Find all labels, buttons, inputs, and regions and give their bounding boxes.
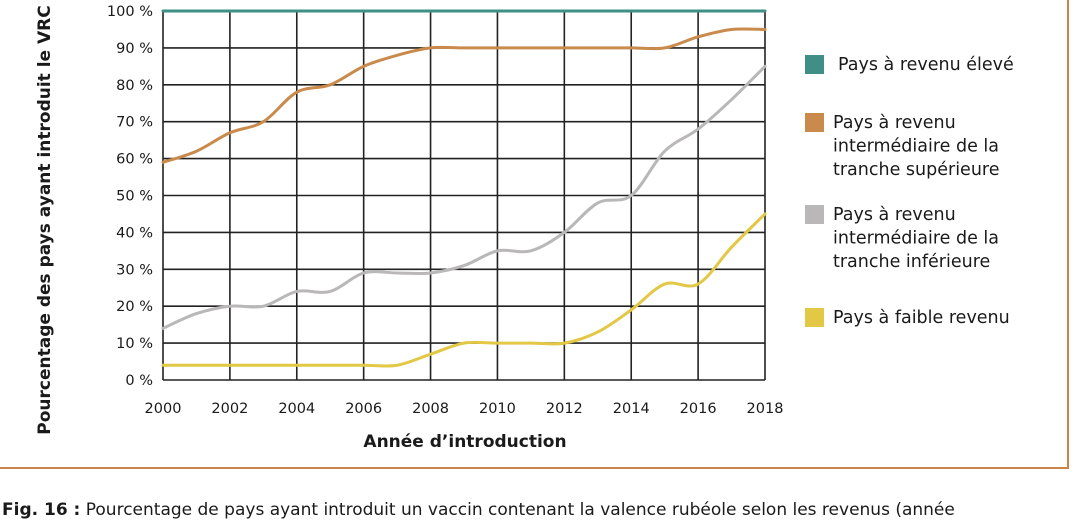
y-tick-label: 100 %: [107, 4, 153, 20]
x-tick-label: 2016: [680, 401, 717, 417]
y-tick-label: 70 %: [116, 115, 153, 131]
y-tick-label: 50 %: [116, 189, 153, 205]
series-line-low-income: [161, 212, 767, 368]
y-tick-label: 20 %: [116, 299, 153, 315]
x-tick-label: 2002: [211, 401, 248, 417]
x-axis-title: Année d’introduction: [363, 432, 566, 452]
legend-label: Pays à revenu: [833, 113, 956, 133]
legend-swatch: [805, 113, 824, 132]
legend-item-upper-middle-income: Pays à revenu intermédiaire de la tranche …: [805, 113, 1000, 180]
series-line-lower-middle-income: [161, 64, 767, 330]
x-tick-label: 2010: [479, 401, 516, 417]
y-tick-label: 90 %: [116, 41, 153, 57]
legend-swatch: [805, 308, 824, 327]
legend-item-lower-middle-income: Pays à revenu intermédiaire de la tranche …: [805, 205, 999, 272]
legend-label: Pays à revenu élevé: [838, 55, 1014, 75]
x-tick-label: 2008: [412, 401, 449, 417]
legend-label: Pays à faible revenu: [833, 308, 1010, 328]
y-tick-label: 30 %: [116, 262, 153, 278]
y-axis-title: Pourcentage des pays ayant introduit le …: [35, 5, 55, 434]
legend-swatch: [805, 205, 824, 224]
x-tick-label: 2012: [546, 401, 583, 417]
x-tick-label: 2004: [278, 401, 315, 417]
x-tick-label: 2006: [345, 401, 382, 417]
legend-label: Pays à revenu: [833, 205, 956, 225]
legend-label: tranche supérieure: [833, 160, 1000, 180]
legend-label: intermédiaire de la: [833, 137, 999, 157]
legend-item-high-income: Pays à revenu élevé: [805, 55, 1014, 75]
figure-frame: [0, 0, 1069, 469]
y-tick-label: 60 %: [116, 152, 153, 168]
y-tick-label: 0 %: [125, 373, 153, 389]
y-tick-label: 40 %: [116, 225, 153, 241]
y-axis-ticks: 0 % 10 % 20 % 30 % 40 % 50 % 60 % 70 % 80 % 90 % 1…: [107, 4, 153, 389]
y-tick-label: 10 %: [116, 336, 153, 352]
series-lines: [161, 9, 767, 368]
caption-text: Pourcentage de pays ayant introduit un v…: [80, 500, 955, 520]
grid: [162, 10, 766, 381]
legend-label: intermédiaire de la: [833, 229, 999, 249]
y-tick-label: 80 %: [116, 78, 153, 94]
figure-caption: Fig. 16 : Pourcentage de pays ayant intr…: [2, 500, 1078, 520]
legend-swatch: [805, 55, 824, 74]
x-tick-label: 2018: [747, 401, 784, 417]
series-line-upper-middle-income: [161, 27, 767, 164]
x-tick-label: 2014: [613, 401, 650, 417]
caption-label: Fig. 16 :: [2, 500, 81, 520]
x-axis-ticks: 2000 2002 2004 2006 2008 2010 2012 2014 2016 2018: [145, 401, 784, 417]
x-tick-label: 2000: [145, 401, 182, 417]
legend: Pays à revenu élevé Pays à revenu interméd…: [805, 55, 1014, 328]
legend-item-low-income: Pays à faible revenu: [805, 308, 1010, 328]
legend-label: tranche inférieure: [833, 252, 990, 272]
